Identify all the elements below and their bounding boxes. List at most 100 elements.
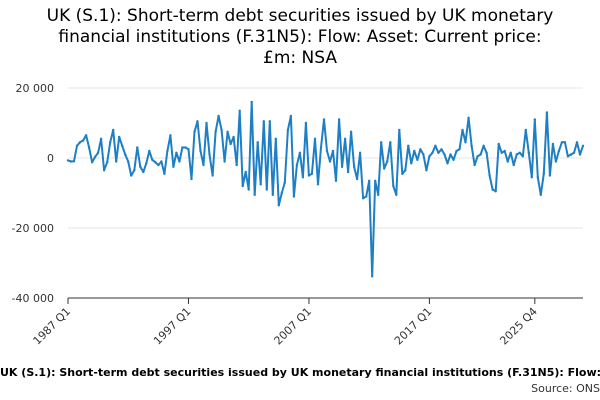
data-point [548, 174, 552, 177]
data-point [112, 128, 115, 132]
series-line [67, 101, 584, 278]
data-point [334, 179, 338, 182]
data-point [452, 158, 455, 161]
data-point [560, 141, 564, 144]
data-point [178, 160, 181, 163]
data-point [449, 153, 452, 156]
data-point [160, 160, 163, 163]
data-point [280, 191, 283, 195]
data-point [422, 153, 425, 156]
data-point [542, 172, 545, 175]
data-point [301, 176, 305, 179]
data-point [407, 144, 410, 147]
data-point [172, 165, 175, 168]
data-point [310, 172, 314, 175]
data-point [521, 155, 524, 158]
data-point [181, 146, 184, 149]
data-point [148, 149, 151, 153]
data-point [72, 160, 76, 163]
data-point [361, 197, 365, 200]
data-point [175, 151, 178, 154]
data-point [90, 161, 94, 164]
data-point [500, 151, 503, 154]
data-point [476, 155, 479, 158]
data-point [205, 121, 208, 125]
data-point [458, 148, 461, 151]
data-point [283, 181, 286, 184]
data-point [343, 137, 347, 140]
data-point [518, 151, 521, 154]
data-point [229, 142, 232, 146]
data-point [530, 176, 533, 179]
data-point [313, 137, 317, 140]
data-point [253, 193, 256, 196]
data-point [485, 151, 488, 154]
data-point [461, 128, 464, 132]
data-point [506, 160, 509, 163]
data-point [247, 188, 250, 191]
data-point [539, 193, 542, 196]
data-point [295, 163, 299, 167]
data-point [569, 153, 573, 156]
data-point [75, 144, 79, 147]
data-point [473, 163, 476, 167]
data-point [81, 139, 85, 142]
data-point [328, 160, 332, 163]
data-point [115, 160, 118, 163]
data-point [515, 153, 518, 156]
data-point [96, 151, 100, 154]
data-point [377, 193, 380, 196]
data-point [497, 142, 500, 146]
data-point [145, 162, 148, 165]
data-point [66, 159, 70, 162]
data-point [184, 146, 187, 149]
data-point [575, 141, 579, 144]
data-point [512, 163, 515, 167]
data-point [127, 160, 130, 163]
x-tick-label: 1997 Q1 [151, 305, 194, 348]
data-point [337, 118, 341, 121]
data-point [166, 149, 169, 153]
data-point [223, 160, 226, 163]
data-point [566, 155, 570, 158]
series-points [66, 100, 585, 278]
data-point [250, 100, 253, 104]
data-point [392, 184, 395, 188]
data-point [124, 153, 127, 156]
data-point [102, 169, 106, 172]
data-point [307, 174, 311, 177]
footer-source: Source: ONS [531, 382, 600, 395]
data-point [169, 134, 172, 137]
chart-title-line-1: UK (S.1): Short-term debt securities iss… [46, 6, 554, 26]
data-point [187, 148, 190, 151]
chart-title: UK (S.1): Short-term debt securities iss… [0, 6, 600, 69]
data-point [214, 130, 217, 133]
data-point [355, 177, 359, 181]
data-point [482, 144, 485, 147]
data-point [434, 144, 437, 147]
data-point [346, 170, 350, 174]
data-point [545, 111, 549, 114]
data-point [99, 137, 103, 140]
data-point [440, 148, 443, 151]
gridlines [68, 87, 583, 299]
data-point [491, 188, 494, 191]
chart-title-line-3: £m: NSA [263, 48, 337, 68]
data-point [428, 155, 431, 158]
y-tick-label: 20 000 [16, 82, 55, 95]
data-point [196, 120, 199, 123]
data-point [106, 161, 109, 164]
data-point [419, 148, 422, 151]
data-point [488, 174, 491, 177]
footer-series-name: UK (S.1): Short-term debt securities iss… [0, 366, 600, 379]
data-point [220, 128, 223, 132]
data-point [304, 121, 308, 125]
data-point [470, 144, 473, 147]
data-point [479, 153, 482, 156]
data-point [527, 151, 530, 154]
data-point [271, 193, 274, 196]
chart-title-line-2: financial institutions (F.31N5): Flow: A… [58, 27, 542, 47]
data-point [371, 275, 374, 278]
data-point [289, 114, 293, 118]
data-point [365, 195, 368, 198]
